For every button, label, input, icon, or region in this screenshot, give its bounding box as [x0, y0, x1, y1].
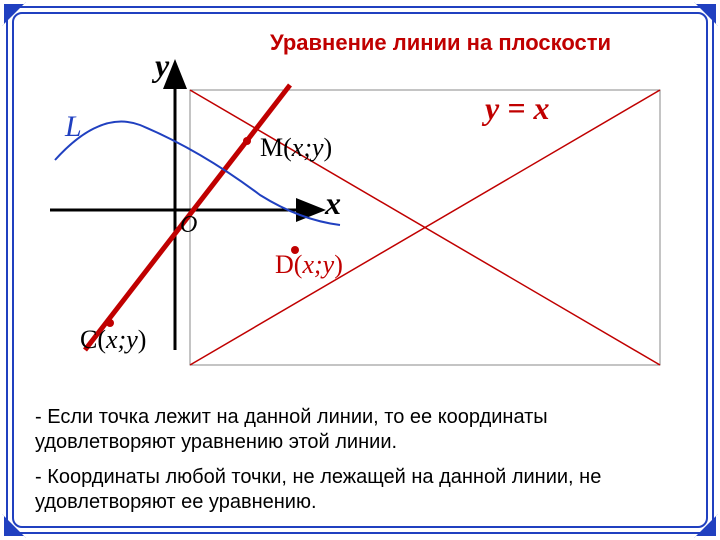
- slide-title: Уравнение линии на плоскости: [270, 30, 611, 56]
- point-c-label: C(x;y): [80, 325, 146, 355]
- point-m-dot: [243, 137, 251, 145]
- point-d-coords: x;y: [302, 250, 334, 279]
- point-c-coords: x;y: [106, 325, 138, 354]
- x-axis-label: x: [325, 185, 341, 222]
- point-m-suffix: ): [324, 133, 333, 162]
- point-d-label: D(x;y): [275, 250, 343, 280]
- origin-label: O: [180, 212, 197, 239]
- slide: Уравнение линии на плоскости: [0, 0, 720, 540]
- bullet-1: - Если точка лежит на данной линии, то е…: [35, 405, 685, 455]
- point-m-prefix: M(: [260, 133, 292, 162]
- point-d-suffix: ): [334, 250, 343, 279]
- point-m-coords: x;y: [292, 133, 324, 162]
- diagram-area: y x O L y = x M(x;y) D(x;y) C(x;y): [30, 55, 690, 395]
- equation-label: y = x: [485, 90, 549, 127]
- point-c-prefix: C(: [80, 325, 106, 354]
- y-axis-label: y: [155, 47, 169, 84]
- point-c-suffix: ): [138, 325, 147, 354]
- bullet-2: - Координаты любой точки, не лежащей на …: [35, 465, 695, 515]
- point-m-label: M(x;y): [260, 133, 332, 163]
- point-d-prefix: D(: [275, 250, 302, 279]
- curve-l-label: L: [65, 110, 82, 144]
